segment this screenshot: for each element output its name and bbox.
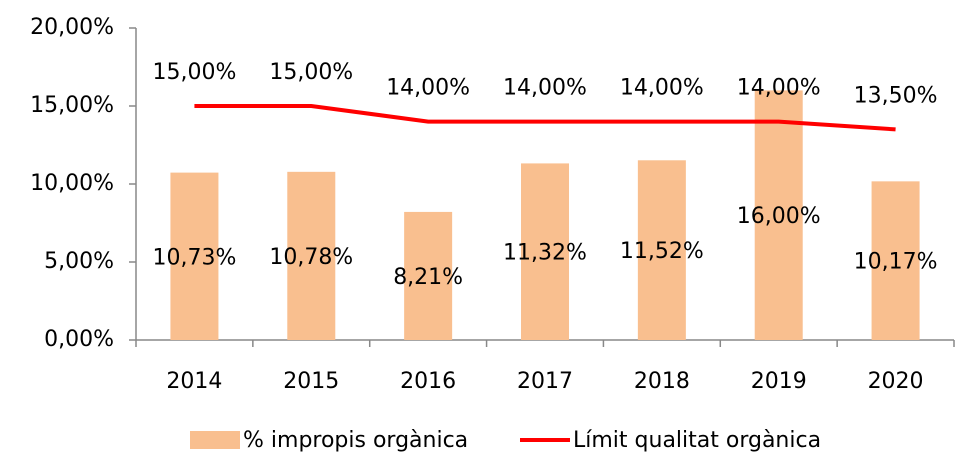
data-label: 15,00% (269, 60, 353, 85)
y-tick-label: 15,00% (30, 93, 114, 118)
legend-swatch (190, 431, 240, 449)
data-label: 10,78% (269, 245, 353, 270)
data-label: 14,00% (620, 76, 704, 101)
data-label: 16,00% (737, 204, 821, 229)
legend-label: Límit qualitat orgànica (573, 428, 821, 453)
data-label: 10,17% (854, 250, 938, 275)
x-tick-label: 2016 (400, 369, 456, 394)
data-label: 14,00% (503, 76, 587, 101)
bar (170, 172, 219, 340)
x-tick-label: 2017 (517, 369, 573, 394)
data-label: 13,50% (854, 83, 938, 108)
x-tick-label: 2015 (283, 369, 339, 394)
data-label: 11,32% (503, 241, 587, 266)
data-label: 10,73% (152, 245, 236, 270)
bar (287, 171, 336, 340)
data-label: 11,52% (620, 239, 704, 264)
y-tick-label: 10,00% (30, 171, 114, 196)
y-tick-label: 20,00% (30, 15, 114, 40)
bar (871, 181, 920, 340)
x-tick-label: 2020 (868, 369, 924, 394)
x-tick-label: 2018 (634, 369, 690, 394)
bar (637, 160, 686, 340)
bar (404, 211, 453, 340)
data-label: 8,21% (393, 265, 463, 290)
data-label: 15,00% (152, 60, 236, 85)
legend-label: % impropis orgànica (243, 428, 468, 453)
data-label: 14,00% (386, 76, 470, 101)
line (194, 104, 896, 132)
x-tick-label: 2014 (166, 369, 222, 394)
y-tick-label: 0,00% (44, 327, 114, 352)
data-label: 14,00% (737, 76, 821, 101)
bar (754, 90, 803, 341)
bar (521, 163, 569, 340)
x-tick-label: 2019 (751, 369, 807, 394)
y-tick-label: 5,00% (44, 249, 114, 274)
